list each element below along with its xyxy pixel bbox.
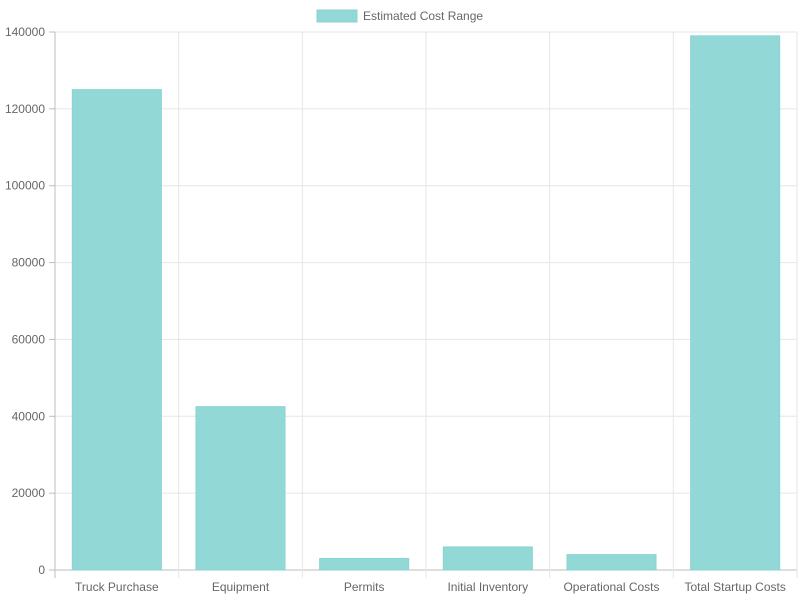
x-tick-label-2: Permits: [344, 580, 385, 594]
bar-equipment: [195, 406, 286, 571]
x-tick-label-3: Initial Inventory: [447, 580, 528, 594]
y-tick-label-5: 100000: [5, 179, 45, 193]
bar-truck-purchase: [71, 89, 162, 571]
legend-swatch: [316, 9, 358, 23]
tick-labels: 0 20000 40000 60000 80000 100000 120000 140000 T…: [5, 25, 786, 594]
bar-initial-inventory: [442, 546, 533, 571]
x-tick-label-0: Truck Purchase: [75, 580, 159, 594]
bars: [71, 35, 781, 571]
y-tick-label-6: 120000: [5, 102, 45, 116]
y-tick-label-7: 140000: [5, 25, 45, 39]
y-tick-label-4: 80000: [12, 256, 46, 270]
y-tick-label-1: 20000: [12, 486, 46, 500]
y-tick-label-0: 0: [38, 563, 45, 577]
bar-total-startup-costs: [690, 35, 781, 571]
y-tick-label-3: 60000: [12, 332, 46, 346]
x-tick-label-4: Operational Costs: [563, 580, 659, 594]
bar-operational-costs: [566, 554, 657, 571]
legend-label: Estimated Cost Range: [363, 9, 483, 23]
grid: [54, 31, 798, 578]
legend[interactable]: Estimated Cost Range: [316, 9, 483, 23]
bar-permits: [319, 557, 410, 571]
x-tick-label-1: Equipment: [212, 580, 270, 594]
x-tick-label-5: Total Startup Costs: [684, 580, 785, 594]
axes: [49, 31, 55, 571]
y-tick-label-2: 40000: [12, 409, 46, 423]
